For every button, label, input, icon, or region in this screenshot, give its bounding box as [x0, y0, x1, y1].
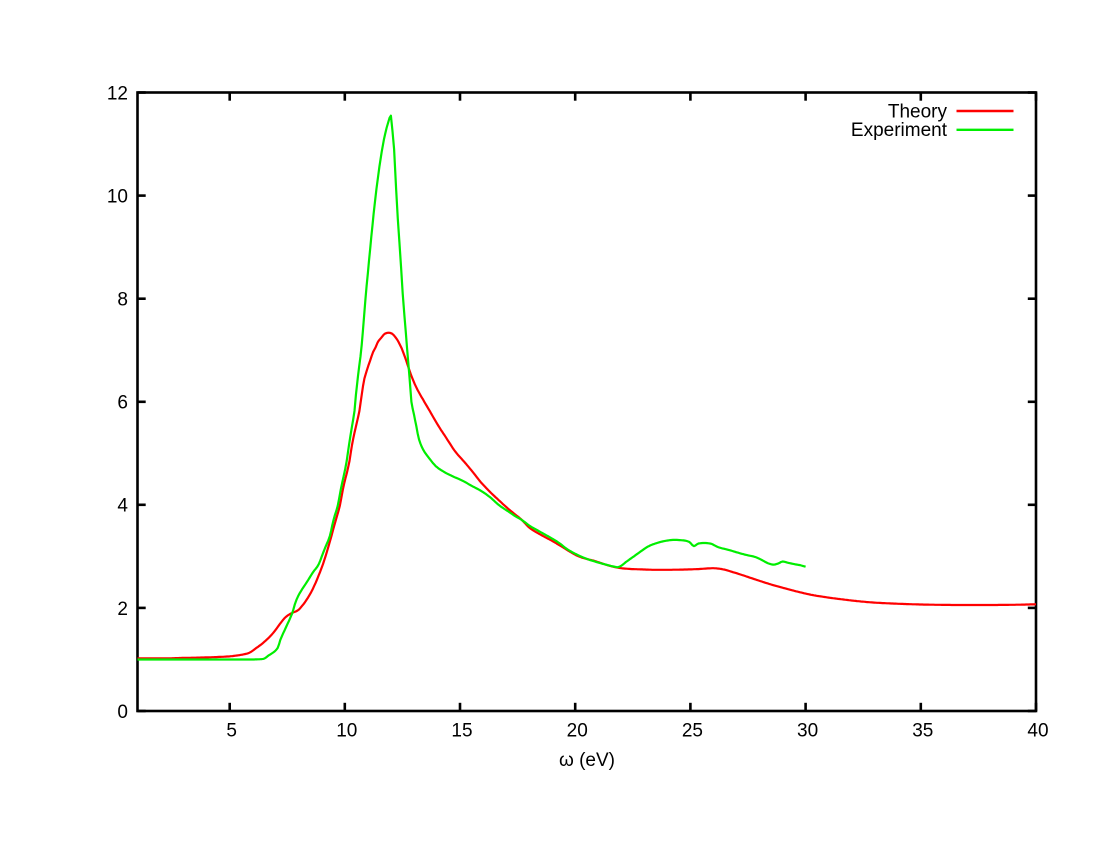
svg-text:30: 30: [797, 721, 818, 742]
svg-text:40: 40: [1027, 721, 1048, 742]
svg-text:2: 2: [117, 599, 128, 620]
svg-text:ω (eV): ω (eV): [559, 750, 615, 771]
svg-text:Theory: Theory: [888, 102, 948, 123]
svg-text:8: 8: [117, 290, 128, 311]
svg-text:5: 5: [226, 721, 237, 742]
svg-text:15: 15: [451, 721, 472, 742]
svg-text:10: 10: [336, 721, 357, 742]
svg-text:25: 25: [682, 721, 703, 742]
svg-text:0: 0: [117, 702, 128, 723]
svg-text:12: 12: [107, 83, 128, 104]
svg-text:10: 10: [107, 187, 128, 208]
svg-text:Experiment: Experiment: [851, 120, 948, 141]
svg-text:20: 20: [567, 721, 588, 742]
svg-text:6: 6: [117, 393, 128, 414]
svg-text:4: 4: [117, 496, 128, 517]
svg-text:35: 35: [912, 721, 933, 742]
